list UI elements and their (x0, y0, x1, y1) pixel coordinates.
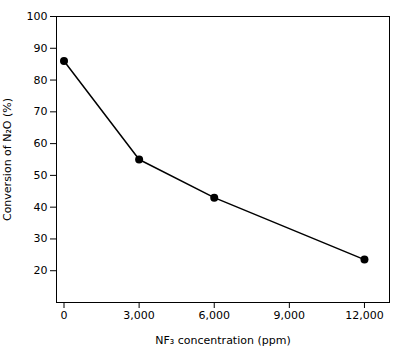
svg-text:20: 20 (34, 264, 48, 277)
svg-text:30: 30 (34, 232, 48, 245)
svg-text:NF₃ concentration (ppm): NF₃ concentration (ppm) (155, 334, 290, 346)
svg-text:60: 60 (34, 137, 48, 150)
svg-text:90: 90 (34, 42, 48, 55)
svg-text:80: 80 (34, 74, 48, 87)
svg-text:12,000: 12,000 (345, 309, 384, 322)
svg-text:50: 50 (34, 169, 48, 182)
svg-text:Conversion of N₂O (%): Conversion of N₂O (%) (1, 98, 14, 221)
svg-text:9,000: 9,000 (274, 309, 306, 322)
svg-text:0: 0 (61, 309, 68, 322)
svg-text:100: 100 (27, 10, 48, 23)
svg-text:3,000: 3,000 (123, 309, 155, 322)
svg-text:6,000: 6,000 (198, 309, 230, 322)
svg-text:40: 40 (34, 201, 48, 214)
svg-text:70: 70 (34, 105, 48, 118)
